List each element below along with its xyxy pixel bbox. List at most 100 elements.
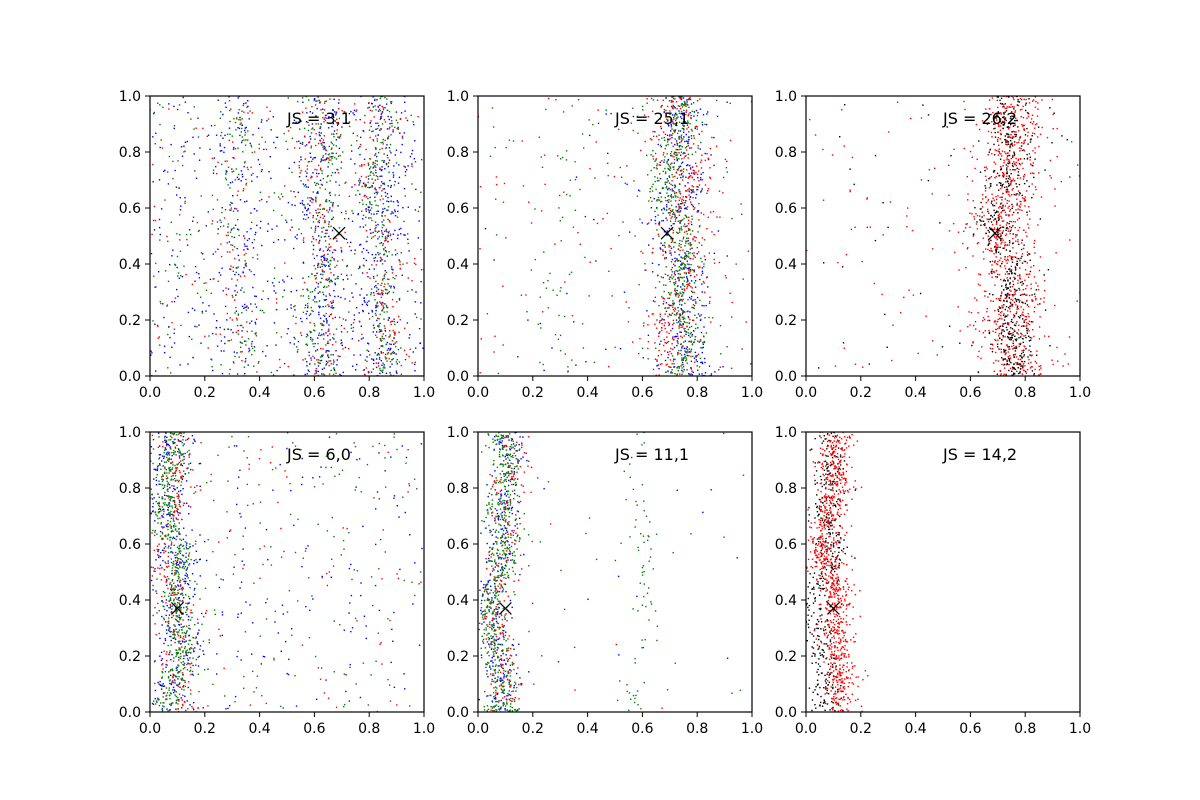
scatter-point	[1001, 237, 1003, 240]
scatter-point	[240, 131, 242, 133]
scatter-point	[1018, 217, 1020, 219]
scatter-point	[670, 261, 673, 263]
scatter-point	[989, 177, 991, 179]
scatter-point	[313, 257, 316, 260]
scatter-point	[659, 144, 662, 146]
scatter-point	[267, 223, 269, 225]
scatter-point	[312, 338, 314, 340]
scatter-point	[338, 234, 340, 236]
scatter-point	[673, 366, 675, 368]
scatter-point	[267, 230, 269, 232]
scatter-point	[388, 358, 390, 360]
scatter-point	[1010, 103, 1012, 106]
scatter-point	[665, 371, 667, 373]
scatter-point	[673, 158, 676, 161]
scatter-point	[1033, 311, 1035, 313]
scatter-point	[726, 255, 728, 257]
scatter-point	[393, 209, 396, 211]
scatter-point	[982, 317, 985, 319]
scatter-point	[673, 271, 676, 273]
scatter-point	[302, 101, 304, 103]
scatter-point	[622, 221, 624, 223]
scatter-point	[508, 139, 511, 141]
scatter-point	[315, 212, 318, 214]
scatter-point	[681, 146, 683, 148]
scatter-point	[261, 169, 263, 171]
scatter-point	[316, 169, 318, 171]
scatter-point	[394, 215, 397, 217]
green-series	[150, 96, 423, 376]
scatter-point	[327, 253, 329, 255]
scatter-point	[296, 346, 298, 348]
scatter-point	[388, 171, 390, 173]
scatter-point	[703, 305, 705, 307]
scatter-point	[657, 274, 659, 276]
scatter-point	[371, 309, 373, 312]
scatter-point	[376, 293, 379, 295]
scatter-point	[417, 237, 420, 239]
scatter-point	[273, 285, 275, 287]
scatter-point	[989, 347, 992, 350]
scatter-point	[1018, 147, 1021, 149]
scatter-point	[311, 340, 313, 342]
scatter-point	[685, 196, 688, 198]
scatter-point	[654, 131, 656, 133]
scatter-point	[540, 156, 542, 158]
scatter-point	[159, 146, 161, 149]
scatter-point	[673, 246, 675, 248]
scatter-point	[197, 230, 200, 233]
scatter-point	[383, 161, 385, 163]
scatter-point	[378, 331, 381, 333]
scatter-point	[678, 278, 680, 280]
scatter-point	[678, 366, 680, 368]
scatter-point	[672, 223, 674, 225]
scatter-point	[661, 329, 663, 332]
scatter-point	[200, 342, 202, 344]
scatter-point	[251, 180, 253, 182]
scatter-point	[378, 358, 381, 360]
scatter-point	[309, 330, 311, 333]
scatter-point	[997, 137, 999, 139]
scatter-point	[642, 252, 644, 254]
scatter-point	[665, 217, 667, 219]
scatter-point	[243, 267, 245, 269]
scatter-point	[217, 228, 219, 230]
scatter-point	[991, 268, 993, 271]
scatter-point	[177, 272, 180, 274]
scatter-point	[1011, 285, 1014, 288]
scatter-point	[314, 295, 316, 298]
scatter-point	[1016, 219, 1019, 221]
scatter-point	[1057, 360, 1059, 362]
scatter-point	[334, 295, 336, 298]
scatter-point	[329, 301, 332, 303]
scatter-point	[164, 199, 166, 201]
scatter-point	[688, 373, 690, 375]
scatter-point	[678, 145, 680, 147]
scatter-point	[379, 301, 381, 303]
scatter-point	[223, 151, 225, 153]
scatter-point	[299, 128, 301, 130]
scatter-point	[374, 154, 376, 156]
scatter-point	[685, 273, 687, 275]
scatter-point	[184, 197, 186, 199]
scatter-point	[284, 262, 286, 264]
scatter-point	[212, 278, 214, 280]
scatter-point	[692, 304, 695, 306]
scatter-point	[1010, 179, 1013, 182]
scatter-point	[672, 229, 675, 232]
scatter-point	[1038, 145, 1040, 148]
scatter-point	[337, 172, 340, 174]
scatter-point	[384, 283, 386, 285]
scatter-point	[979, 284, 981, 287]
scatter-point	[241, 312, 243, 314]
scatter-point	[171, 322, 173, 324]
scatter-point	[690, 298, 692, 300]
scatter-point	[561, 216, 564, 219]
scatter-point	[638, 352, 640, 355]
scatter-point	[300, 332, 302, 334]
scatter-point	[654, 219, 656, 222]
scatter-point	[680, 246, 682, 248]
scatter-point	[690, 340, 693, 342]
scatter-point	[680, 256, 682, 258]
scatter-point	[983, 290, 986, 292]
